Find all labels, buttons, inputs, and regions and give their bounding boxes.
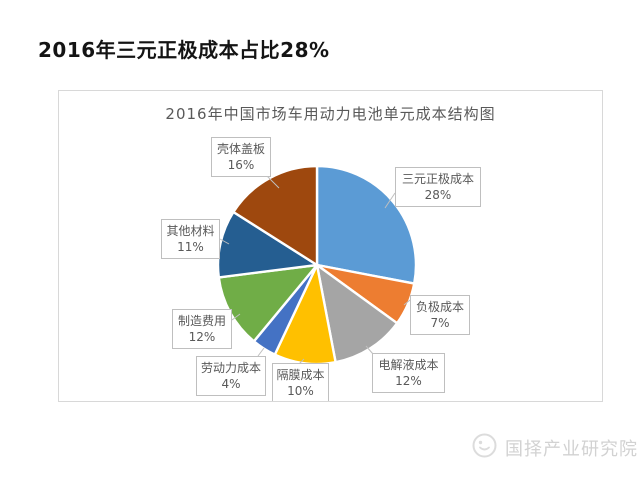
callout-percent: 28%	[424, 188, 452, 202]
callout-label: 隔膜成本	[276, 368, 325, 382]
callout-label: 劳动力成本	[200, 361, 261, 375]
callout-label: 其他材料	[166, 224, 215, 238]
pie-callout-anode: 负极成本 7%	[410, 295, 470, 335]
brand-name: 国择产业研究院	[505, 438, 638, 460]
callout-percent: 7%	[430, 316, 450, 330]
leader-line	[384, 192, 396, 209]
leader-line	[365, 345, 374, 355]
callout-percent: 4%	[221, 377, 241, 391]
leader-line	[403, 299, 411, 306]
watermark-logo: 国择产业研究院	[471, 432, 638, 463]
callout-label: 三元正极成本	[401, 172, 474, 186]
pie-callout-other-materials: 其他材料 11%	[161, 219, 220, 259]
pie-callout-electrolyte: 电解液成本 12%	[372, 353, 445, 393]
callout-label: 制造费用	[177, 314, 226, 328]
brand-logo-icon	[471, 432, 498, 463]
leader-line	[231, 313, 241, 321]
pie-chart	[216, 164, 418, 366]
callout-label: 壳体盖板	[216, 142, 265, 156]
pie-callout-manufacturing: 制造费用 12%	[172, 309, 232, 349]
pie-slice-0	[315, 164, 418, 285]
leader-line	[257, 347, 265, 357]
callout-percent: 16%	[227, 158, 255, 172]
callout-percent: 12%	[395, 374, 422, 388]
chart-title: 2016年中国市场车用动力电池单元成本结构图	[165, 105, 496, 123]
pie-callout-separator: 隔膜成本 10%	[272, 363, 329, 401]
pie-slice-6	[216, 210, 319, 279]
pie-callout-labor: 劳动力成本 4%	[196, 356, 266, 396]
pie-slice-2	[315, 263, 399, 364]
callout-label: 电解液成本	[378, 358, 439, 372]
callout-percent: 11%	[177, 240, 204, 254]
chart-panel: 2016年中国市场车用动力电池单元成本结构图 三元正极成本 28% 负极成本 7…	[58, 90, 603, 402]
leader-line	[219, 238, 230, 245]
pie-callout-ternary-cathode: 三元正极成本 28%	[395, 167, 481, 207]
callout-percent: 12%	[188, 330, 216, 344]
callout-percent: 10%	[287, 384, 314, 398]
pie-callout-shell-cover: 壳体盖板 16%	[211, 137, 271, 177]
callout-label: 负极成本	[415, 300, 464, 314]
page-title: 2016年三元正极成本占比28%	[38, 38, 330, 62]
